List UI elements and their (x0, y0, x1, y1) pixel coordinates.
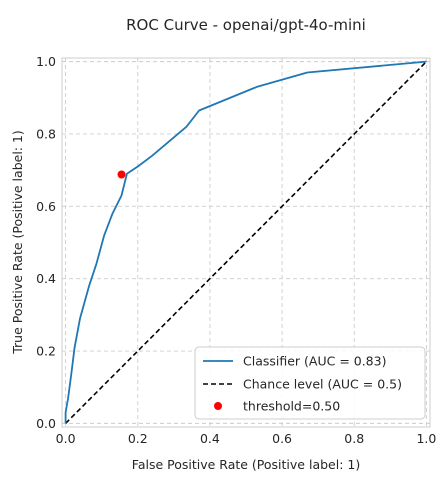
y-tick-label: 0.0 (36, 416, 56, 431)
y-tick-label: 1.0 (36, 54, 56, 69)
chance-level-line (65, 61, 427, 424)
reference-layer (65, 61, 427, 424)
x-axis-label: False Positive Rate (Positive label: 1) (132, 457, 360, 472)
x-tick-label: 0.4 (200, 431, 220, 446)
chart-title: ROC Curve - openai/gpt-4o-mini (126, 16, 366, 34)
legend-classifier-label: Classifier (AUC = 0.83) (243, 354, 386, 369)
legend-chance-label: Chance level (AUC = 0.5) (243, 377, 402, 392)
classifier-roc-line (64, 60, 427, 424)
x-tick-label: 0.0 (56, 431, 76, 446)
x-tick-label: 1.0 (416, 431, 436, 446)
x-ticks: 0.0 0.2 0.4 0.6 0.8 1.0 (56, 431, 437, 446)
y-axis-label: True Positive Rate (Positive label: 1) (10, 130, 25, 355)
legend-threshold-label: threshold=0.50 (243, 399, 340, 414)
plot-frame (61, 57, 431, 428)
y-tick-label: 0.6 (36, 199, 56, 214)
points-layer (117, 170, 126, 179)
y-ticks: 0.0 0.2 0.4 0.6 0.8 1.0 (36, 54, 56, 431)
legend-box (194, 346, 426, 420)
legend: Classifier (AUC = 0.83) Chance level (AU… (194, 346, 426, 420)
series-layer (64, 60, 427, 424)
y-tick-label: 0.2 (36, 344, 56, 359)
x-tick-label: 0.8 (344, 431, 364, 446)
y-tick-label: 0.4 (36, 271, 56, 286)
x-tick-label: 0.2 (128, 431, 148, 446)
y-tick-label: 0.8 (36, 126, 56, 141)
threshold-point (117, 170, 126, 179)
legend-threshold-marker (214, 402, 222, 410)
x-tick-label: 0.6 (272, 431, 292, 446)
